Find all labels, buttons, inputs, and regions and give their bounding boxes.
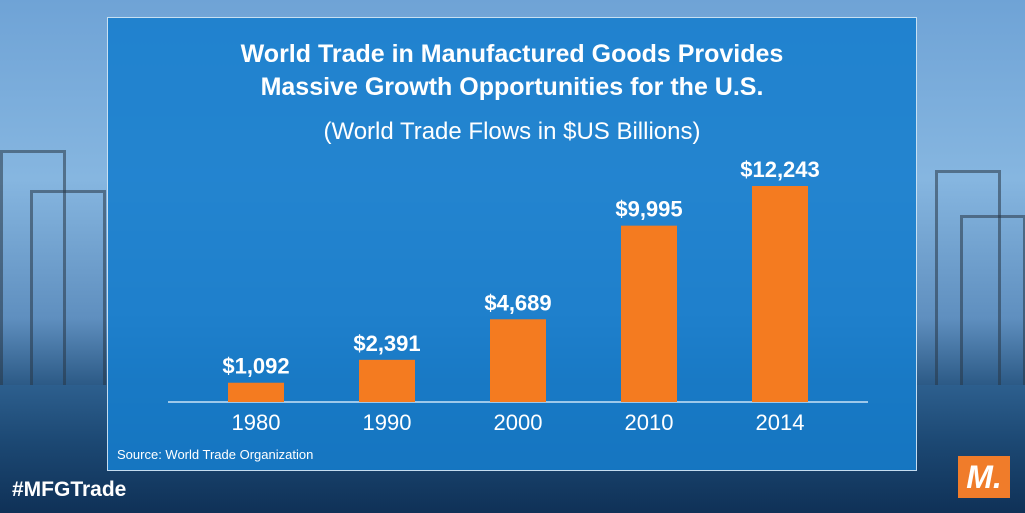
x-tick-2000: 2000 xyxy=(494,410,543,435)
bar-chart: $1,092 1980 $2,391 1990 $4,689 2000 $9,995 2010… xyxy=(168,157,868,435)
bar-1980 xyxy=(228,382,284,402)
data-label-2000: $4,689 xyxy=(484,290,551,315)
crane-left-2 xyxy=(30,190,106,388)
data-label-1980: $1,092 xyxy=(222,354,289,379)
data-label-1990: $2,391 xyxy=(353,331,420,356)
chart-source: Source: World Trade Organization xyxy=(117,447,314,462)
crane-right-1 xyxy=(935,170,1001,388)
hashtag-label: #MFGTrade xyxy=(12,478,127,501)
data-label-2010: $9,995 xyxy=(615,197,682,222)
chart-panel: World Trade in Manufactured Goods Provid… xyxy=(107,17,917,471)
chart-subtitle: (World Trade Flows in $US Billions) xyxy=(323,118,701,145)
bar-2000 xyxy=(490,319,546,402)
x-tick-2010: 2010 xyxy=(625,410,674,435)
crane-right-2 xyxy=(960,215,1025,388)
brand-logo: M. xyxy=(958,456,1010,498)
x-tick-1980: 1980 xyxy=(232,410,281,435)
bar-2010 xyxy=(621,225,677,402)
crane-left-1 xyxy=(0,150,66,388)
data-label-2014: $12,243 xyxy=(740,157,820,182)
bar-2014 xyxy=(752,186,808,402)
x-tick-2014: 2014 xyxy=(756,410,805,435)
bar-1990 xyxy=(359,359,415,402)
chart-title: World Trade in Manufactured Goods Provid… xyxy=(240,40,784,101)
x-tick-1990: 1990 xyxy=(363,410,412,435)
